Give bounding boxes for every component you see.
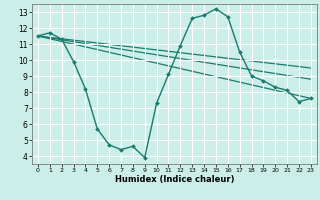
- X-axis label: Humidex (Indice chaleur): Humidex (Indice chaleur): [115, 175, 234, 184]
